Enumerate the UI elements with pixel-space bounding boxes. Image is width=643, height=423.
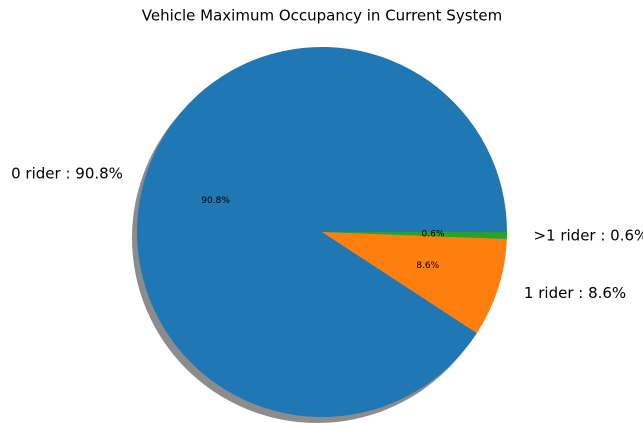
pie-slice [322,232,507,239]
slice-label: 1 rider : 8.6% [524,284,626,302]
chart-title: Vehicle Maximum Occupancy in Current Sys… [142,7,503,25]
pie-slice [322,232,507,334]
value-label: 0.6% [422,230,445,240]
value-label: 90.8% [201,196,230,206]
slice-label: >1 rider : 0.6% [533,226,643,244]
value-label: 8.6% [416,261,439,271]
slice-label: 0 rider : 90.8% [11,164,123,182]
pie-slice [137,47,508,418]
